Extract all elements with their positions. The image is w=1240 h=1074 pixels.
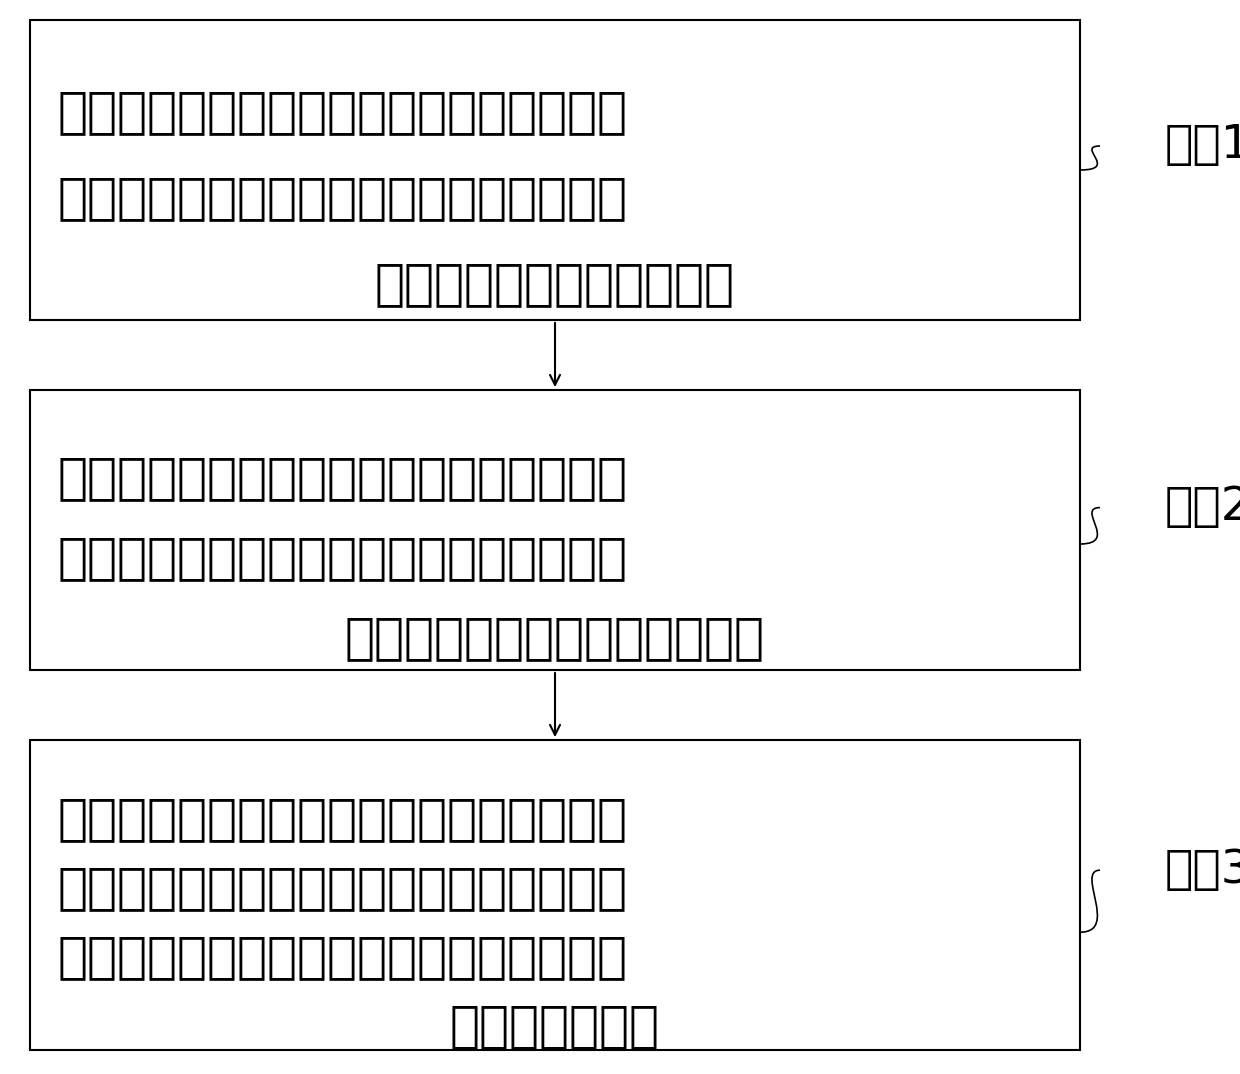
Text: 值，使流经屏蔽线圈中的电流产生与入射磁: 值，使流经屏蔽线圈中的电流产生与入射磁 <box>58 863 627 912</box>
Text: 节屏蔽线圈容值的匹配电容: 节屏蔽线圈容值的匹配电容 <box>374 260 735 308</box>
Text: 磁场在屏蔽线圈中产生感应电压，通过所述: 磁场在屏蔽线圈中产生感应电压，通过所述 <box>58 534 627 582</box>
Text: 通过调整屏蔽线圈的大小以及匹配电容的容: 通过调整屏蔽线圈的大小以及匹配电容的容 <box>58 795 627 843</box>
Text: 场相反方向的消除磁场，通过所述消除磁场: 场相反方向的消除磁场，通过所述消除磁场 <box>58 933 627 981</box>
Text: 抵消所述漏磁场: 抵消所述漏磁场 <box>450 1002 660 1049</box>
Text: 步骤1: 步骤1 <box>1166 124 1240 169</box>
Bar <box>30 20 1080 320</box>
Text: 的屏蔽线圈，所述屏蔽线圈中串联有用于调: 的屏蔽线圈，所述屏蔽线圈中串联有用于调 <box>58 174 627 222</box>
Text: 感应电压在屏蔽线圈中产生电流: 感应电压在屏蔽线圈中产生电流 <box>345 614 765 662</box>
Text: 在无线电力传输系统的线圈外围设置呈闭环: 在无线电力传输系统的线圈外围设置呈闭环 <box>58 88 627 136</box>
Bar <box>30 740 1080 1050</box>
Text: 利用无线电力传输系统的线圈自身产生的漏: 利用无线电力传输系统的线圈自身产生的漏 <box>58 454 627 502</box>
Bar <box>30 390 1080 670</box>
Text: 步骤3: 步骤3 <box>1166 847 1240 892</box>
Text: 步骤2: 步骤2 <box>1166 485 1240 531</box>
